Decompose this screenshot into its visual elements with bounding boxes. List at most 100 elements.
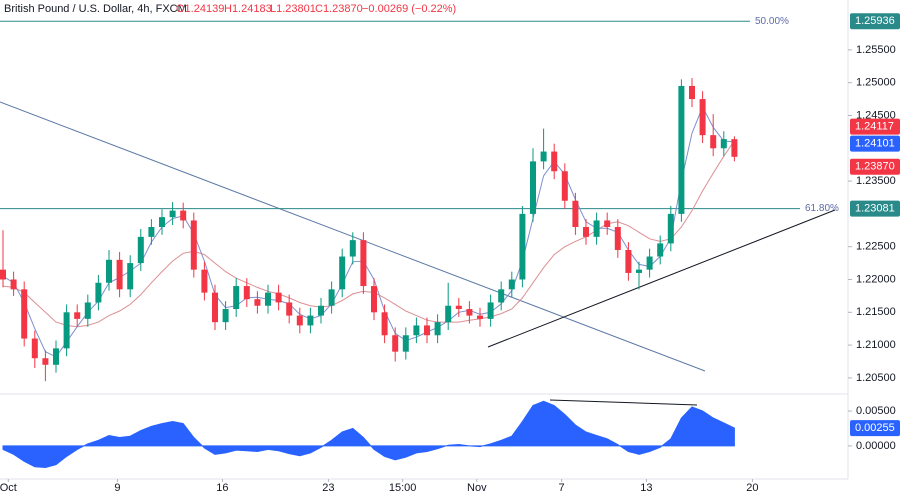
- candle-body: [286, 302, 293, 316]
- candle-body: [477, 315, 483, 319]
- candle-body: [84, 302, 91, 319]
- x-tick-label: Nov: [467, 482, 487, 494]
- change: −0.00269 (−0.22%): [362, 3, 456, 15]
- price-tag-label: 1.23870: [855, 161, 895, 173]
- candle-body: [265, 292, 271, 306]
- candle-body: [424, 325, 430, 336]
- candle-body: [561, 171, 568, 201]
- moving-average: [2, 140, 735, 328]
- plot: [0, 20, 800, 382]
- candle-body: [498, 289, 505, 303]
- y-tick-label: 1.21500: [856, 306, 896, 318]
- candle-body: [233, 286, 240, 310]
- oscillator-area: [2, 400, 735, 469]
- symbol: British Pound / U.S. Dollar, 4h, FXCM: [4, 3, 187, 15]
- candle-body: [349, 240, 356, 257]
- candle-body: [530, 161, 536, 214]
- candle-body: [10, 279, 17, 290]
- candle-body: [646, 256, 653, 270]
- candle-body: [667, 213, 674, 244]
- y-tick-label: 1.20500: [856, 372, 896, 384]
- candle-body: [445, 305, 452, 323]
- ohlc: O1.24139: [176, 3, 224, 15]
- candle-body: [455, 305, 462, 310]
- candle-body: [636, 269, 642, 273]
- candle-body: [466, 309, 473, 316]
- candle-body: [222, 309, 229, 323]
- candle-body: [106, 259, 112, 283]
- candle-body: [392, 335, 399, 352]
- candle-body: [508, 279, 515, 290]
- candle-body: [657, 243, 664, 257]
- x-tick-label: 9: [114, 482, 120, 494]
- x-tick-label: 15:00: [389, 482, 417, 494]
- candle-body: [328, 289, 335, 306]
- candle-body: [53, 348, 59, 365]
- candle-body: [413, 325, 420, 336]
- candle-body: [614, 227, 621, 250]
- candle-body: [42, 358, 49, 365]
- candle-body: [169, 210, 176, 218]
- candle-body: [190, 220, 197, 270]
- ohlc: H1.24183: [224, 3, 272, 15]
- candle-body: [63, 312, 70, 349]
- y2-tick-label: 0.00500: [856, 405, 896, 417]
- y-tick-label: 1.22000: [856, 273, 896, 285]
- price-tag-label: 0.00255: [855, 422, 895, 434]
- candle-body: [625, 249, 632, 273]
- x-tick-label: 16: [216, 482, 228, 494]
- y-tick-label: 1.21000: [856, 339, 896, 351]
- candle-body: [572, 200, 579, 228]
- price-tag-label: 1.24101: [855, 138, 895, 150]
- candle-body: [212, 292, 218, 323]
- x-tick-label: 7: [559, 482, 565, 494]
- candle-body: [21, 289, 28, 339]
- ohlc: C1.23870: [315, 3, 363, 15]
- candle-body: [402, 335, 409, 352]
- candle-body: [583, 227, 589, 237]
- candle-body: [201, 269, 208, 293]
- candle-body: [296, 315, 303, 326]
- candle-body: [31, 338, 38, 359]
- ohlc: L1.23801: [270, 3, 316, 15]
- y-tick-label: 1.24500: [856, 109, 896, 121]
- candle-body: [360, 240, 367, 287]
- candle-body: [699, 99, 706, 136]
- y-tick-label: 1.22500: [856, 241, 896, 253]
- price-tag-label: 1.23081: [855, 202, 895, 214]
- candle-body: [720, 139, 727, 149]
- trend-line: [487, 209, 836, 348]
- candle-body: [275, 292, 282, 303]
- candle-body: [0, 269, 6, 280]
- y-tick-label: 1.23500: [856, 175, 896, 187]
- x-tick-label: 23: [322, 482, 334, 494]
- candle-body: [127, 263, 134, 290]
- candle-body: [710, 135, 717, 149]
- candle-body: [254, 299, 261, 306]
- trend-line: [549, 399, 698, 406]
- candle-body: [318, 305, 324, 316]
- level-label: 50.00%: [755, 16, 789, 27]
- y-tick-label: 1.25000: [856, 77, 896, 89]
- candle-body: [540, 151, 547, 162]
- price-tag: [850, 118, 900, 135]
- candle-body: [487, 302, 494, 319]
- candle-body: [678, 85, 685, 214]
- level-label: 61.80%: [805, 203, 839, 214]
- price-tag: [850, 158, 900, 175]
- candle-body: [604, 220, 611, 228]
- candle-body: [243, 286, 250, 300]
- candle-body: [159, 217, 165, 228]
- y-tick-label: 1.25500: [856, 44, 896, 56]
- x-tick-label: Oct: [0, 482, 17, 494]
- candle-body: [148, 227, 155, 237]
- candle-body: [180, 210, 187, 221]
- price-tag: [850, 200, 900, 217]
- candle-body: [519, 213, 526, 280]
- x-tick-label: 13: [640, 482, 652, 494]
- price-tag: [850, 135, 900, 152]
- price-tag: [850, 13, 900, 30]
- price-tag: [850, 420, 900, 437]
- candle-body: [74, 312, 81, 319]
